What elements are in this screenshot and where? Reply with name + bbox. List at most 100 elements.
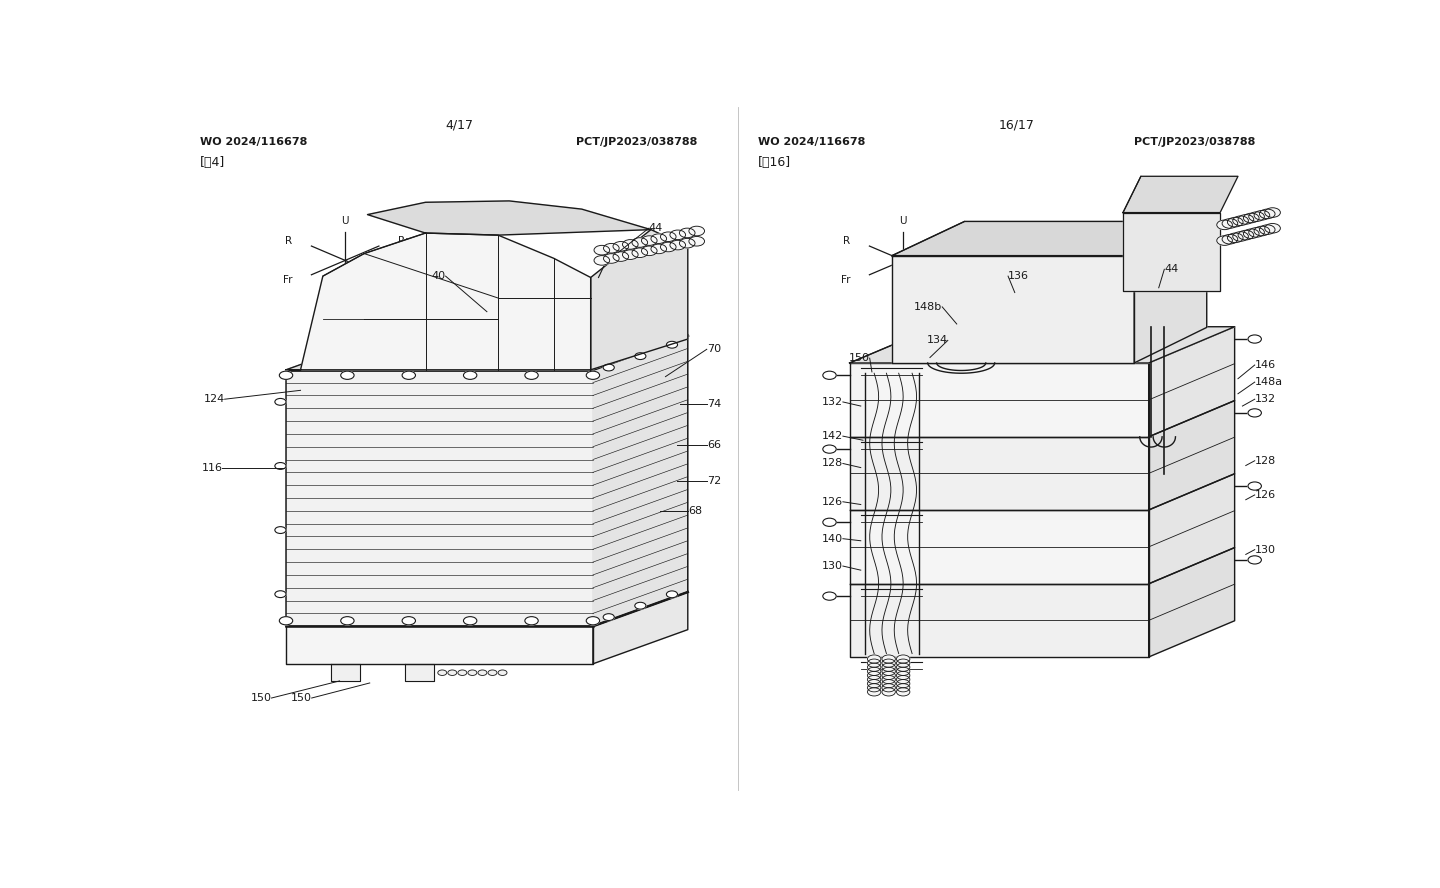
Circle shape (1238, 230, 1254, 240)
Circle shape (688, 236, 704, 246)
Circle shape (1217, 236, 1233, 245)
Circle shape (822, 592, 837, 600)
Text: 130: 130 (1254, 544, 1276, 555)
Text: Rr: Rr (956, 235, 968, 246)
Circle shape (867, 671, 881, 679)
Text: 150: 150 (848, 353, 870, 363)
Circle shape (586, 371, 599, 379)
Circle shape (822, 519, 837, 527)
Text: 4/17: 4/17 (445, 119, 472, 131)
Circle shape (680, 228, 696, 238)
Circle shape (1243, 229, 1259, 239)
Polygon shape (1135, 221, 1207, 363)
Text: 148a: 148a (1254, 377, 1283, 387)
Circle shape (524, 616, 539, 625)
Text: U: U (341, 216, 348, 226)
Text: 116: 116 (202, 463, 222, 472)
Polygon shape (850, 327, 1234, 363)
Circle shape (881, 655, 896, 663)
Circle shape (881, 663, 896, 671)
Circle shape (603, 243, 619, 253)
Circle shape (867, 688, 881, 696)
Text: 132: 132 (1254, 394, 1276, 404)
Circle shape (595, 256, 609, 266)
Circle shape (897, 667, 910, 676)
Polygon shape (1149, 548, 1234, 657)
Circle shape (275, 527, 287, 534)
Polygon shape (891, 221, 1207, 256)
Polygon shape (850, 510, 1149, 583)
Polygon shape (1149, 327, 1234, 437)
Text: 136: 136 (1008, 271, 1030, 281)
Circle shape (1238, 215, 1254, 224)
Circle shape (651, 244, 667, 254)
Circle shape (897, 688, 910, 696)
Circle shape (1243, 213, 1259, 223)
Circle shape (1264, 208, 1280, 218)
Circle shape (688, 226, 704, 236)
Text: R: R (842, 235, 850, 246)
Circle shape (1227, 218, 1243, 227)
Text: 126: 126 (1254, 490, 1276, 500)
Circle shape (897, 663, 910, 671)
Circle shape (1233, 216, 1248, 226)
Circle shape (622, 240, 638, 250)
Circle shape (670, 230, 685, 240)
Text: Lo: Lo (897, 295, 909, 305)
Circle shape (448, 670, 456, 676)
Polygon shape (287, 336, 688, 369)
Circle shape (632, 238, 648, 247)
Circle shape (661, 242, 675, 252)
Polygon shape (1123, 177, 1238, 212)
Circle shape (680, 238, 696, 248)
Circle shape (667, 341, 678, 348)
Circle shape (275, 591, 287, 598)
Circle shape (1233, 232, 1248, 242)
Circle shape (897, 684, 910, 692)
Circle shape (1248, 212, 1264, 221)
Circle shape (867, 663, 881, 671)
Circle shape (341, 371, 354, 379)
Text: 44: 44 (1165, 265, 1178, 274)
Polygon shape (593, 336, 688, 626)
Text: 132: 132 (822, 397, 842, 407)
Polygon shape (287, 369, 593, 626)
Text: 128: 128 (1254, 456, 1276, 465)
Text: 70: 70 (707, 345, 721, 354)
Circle shape (1260, 225, 1274, 234)
Circle shape (881, 667, 896, 676)
Circle shape (1254, 210, 1270, 220)
Text: WO 2024/116678: WO 2024/116678 (200, 138, 308, 147)
Circle shape (275, 399, 287, 405)
Polygon shape (331, 664, 360, 681)
Circle shape (1264, 224, 1280, 233)
Circle shape (1248, 408, 1261, 417)
Circle shape (402, 371, 416, 379)
Circle shape (641, 236, 657, 245)
Circle shape (661, 232, 675, 242)
Circle shape (279, 616, 292, 625)
Circle shape (881, 659, 896, 667)
Text: 68: 68 (688, 506, 701, 516)
Circle shape (667, 591, 678, 598)
Circle shape (867, 667, 881, 676)
Polygon shape (850, 437, 1149, 510)
Polygon shape (367, 201, 651, 235)
Circle shape (464, 616, 477, 625)
Circle shape (279, 371, 292, 379)
Circle shape (438, 670, 446, 676)
Circle shape (867, 659, 881, 667)
Text: 148b: 148b (914, 302, 942, 312)
Text: L: L (399, 275, 405, 285)
Text: 142: 142 (822, 432, 842, 441)
Circle shape (1248, 482, 1261, 490)
Polygon shape (590, 230, 688, 369)
Text: U: U (900, 216, 907, 226)
Circle shape (613, 252, 629, 261)
Circle shape (458, 670, 467, 676)
Circle shape (1248, 556, 1261, 564)
Text: 66: 66 (707, 440, 721, 450)
Circle shape (867, 684, 881, 692)
Circle shape (468, 670, 477, 676)
Text: Rr: Rr (399, 235, 410, 246)
